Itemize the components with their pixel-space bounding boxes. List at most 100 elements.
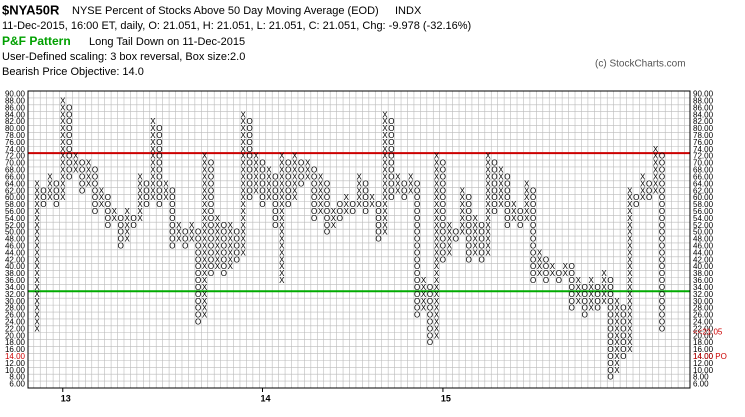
y-tick-label-left: 64.00 — [5, 179, 26, 188]
x-box: X — [202, 200, 208, 209]
x-box: X — [356, 186, 362, 195]
x-box: X — [34, 297, 40, 306]
x-box: X — [614, 366, 620, 375]
x-box: X — [434, 242, 440, 251]
o-box: O — [131, 221, 137, 230]
x-box: X — [408, 186, 414, 195]
x-box: X — [472, 221, 478, 230]
x-box: X — [356, 193, 362, 202]
x-box: X — [485, 235, 491, 244]
x-box: X — [202, 186, 208, 195]
o-box: O — [208, 221, 214, 230]
x-box: X — [279, 248, 285, 257]
o-box: O — [659, 311, 665, 320]
x-box: X — [485, 228, 491, 237]
x-box: X — [34, 200, 40, 209]
y-tick-label-right: 90.00 — [693, 90, 714, 99]
x-box: X — [640, 179, 646, 188]
x-box: X — [524, 193, 530, 202]
x-box: X — [434, 152, 440, 161]
o-box: O — [208, 200, 214, 209]
pnf-column: OO — [556, 269, 562, 285]
o-box: O — [375, 214, 381, 223]
y-tick-label-left: 80.00 — [5, 124, 26, 133]
exchange: INDX — [395, 5, 422, 17]
y-tick-label-left: 48.00 — [5, 235, 26, 244]
o-box: O — [620, 317, 626, 326]
x-box: X — [434, 172, 440, 181]
o-box: O — [556, 269, 562, 278]
o-box: O — [259, 193, 265, 202]
x-box: X — [576, 276, 582, 285]
o-box: O — [440, 242, 446, 251]
o-box: O — [285, 179, 291, 188]
o-box: O — [620, 304, 626, 313]
x-box: X — [627, 317, 633, 326]
o-box: O — [156, 200, 162, 209]
y-tick-label-right: 50.00 — [693, 228, 714, 237]
x-box: X — [279, 228, 285, 237]
x-tick-label: 15 — [441, 393, 451, 403]
x-box: X — [485, 172, 491, 181]
o-box: O — [92, 186, 98, 195]
o-box: O — [40, 193, 46, 202]
x-box: X — [292, 159, 298, 168]
o-box: O — [633, 193, 639, 202]
o-box: O — [208, 269, 214, 278]
o-box: O — [156, 131, 162, 140]
o-box: O — [375, 235, 381, 244]
y-tick-label-left: 26.00 — [5, 311, 26, 320]
x-box: X — [228, 235, 234, 244]
x-box: X — [588, 297, 594, 306]
o-box: O — [607, 373, 613, 382]
o-box: O — [195, 255, 201, 264]
x-box: X — [279, 159, 285, 168]
y-tick-label-left: 88.00 — [5, 96, 26, 105]
x-box: X — [266, 172, 272, 181]
o-box: O — [272, 193, 278, 202]
x-box: X — [34, 283, 40, 292]
o-box: O — [247, 138, 253, 147]
o-box: O — [453, 228, 459, 237]
x-box: X — [627, 255, 633, 264]
o-box: O — [491, 207, 497, 216]
o-box: O — [440, 255, 446, 264]
x-box: X — [498, 186, 504, 195]
x-tick-label: 13 — [61, 393, 71, 403]
x-box: X — [241, 131, 247, 140]
x-box: X — [434, 193, 440, 202]
x-box: X — [382, 110, 388, 119]
o-box: O — [53, 193, 59, 202]
copyright: (c) StockCharts.com — [595, 59, 686, 70]
x-box: X — [150, 117, 156, 126]
y-tick-label-right: 58.00 — [693, 200, 714, 209]
x-box: X — [137, 207, 143, 216]
x-box: X — [253, 159, 259, 168]
o-box: O — [234, 235, 240, 244]
x-box: X — [318, 179, 324, 188]
y-tick-label-left: 62.00 — [5, 186, 26, 195]
o-box: O — [388, 152, 394, 161]
x-box: X — [137, 186, 143, 195]
y-tick-label-right: 46.00 — [693, 242, 714, 251]
x-box: X — [511, 207, 517, 216]
o-box: O — [659, 186, 665, 195]
o-box: O — [156, 193, 162, 202]
x-box: X — [202, 228, 208, 237]
x-box: X — [253, 172, 259, 181]
x-box: X — [318, 193, 324, 202]
x-box: X — [34, 235, 40, 244]
o-box: O — [66, 138, 72, 147]
x-box: X — [485, 152, 491, 161]
pnf-column: OOO — [517, 207, 523, 230]
x-box: X — [434, 331, 440, 340]
